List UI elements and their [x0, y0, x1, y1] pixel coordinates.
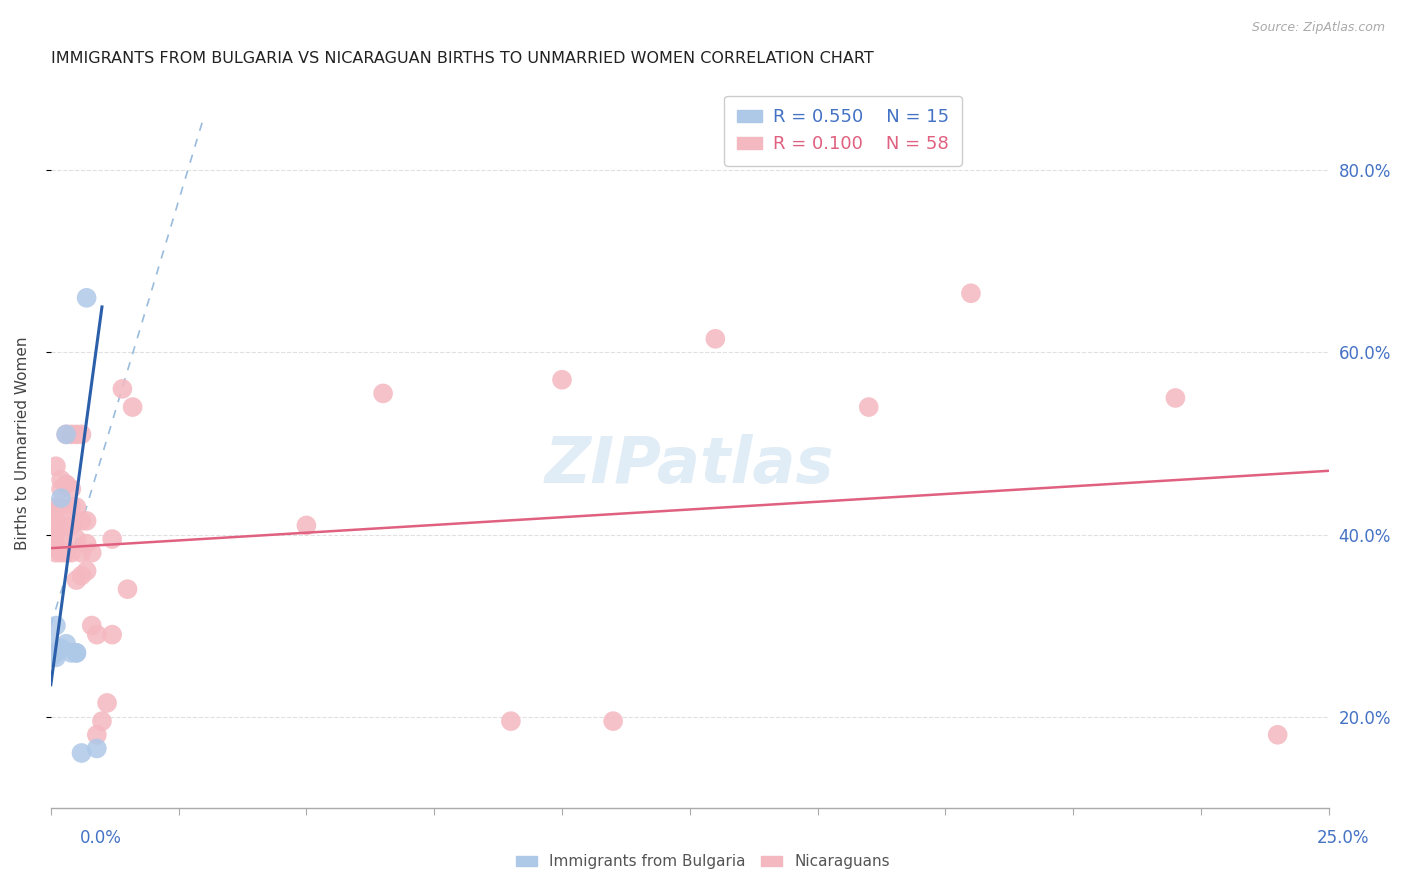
Point: [704, 332, 727, 346]
Legend: R = 0.550    N = 15, R = 0.100    N = 58: R = 0.550 N = 15, R = 0.100 N = 58: [724, 95, 962, 166]
Point: [60, 482, 83, 496]
Point: [86, 741, 108, 756]
Point: [49, 641, 72, 656]
Point: [39, 650, 62, 665]
Point: [49, 500, 72, 515]
Point: [65, 532, 87, 546]
Point: [39, 536, 62, 550]
Point: [76, 514, 98, 528]
Point: [70, 746, 93, 760]
Point: [76, 536, 98, 550]
Text: 0.0%: 0.0%: [80, 829, 122, 847]
Text: Source: ZipAtlas.com: Source: ZipAtlas.com: [1251, 21, 1385, 34]
Point: [45, 536, 67, 550]
Point: [91, 714, 114, 728]
Point: [45, 514, 67, 528]
Point: [70, 427, 93, 442]
Point: [65, 646, 87, 660]
Point: [39, 637, 62, 651]
Point: [80, 546, 103, 560]
Point: [45, 650, 67, 665]
Point: [65, 500, 87, 515]
Point: [70, 546, 93, 560]
Point: [49, 546, 72, 560]
Point: [45, 500, 67, 515]
Legend: Immigrants from Bulgaria, Nicaraguans: Immigrants from Bulgaria, Nicaraguans: [509, 848, 897, 875]
Point: [602, 714, 624, 728]
Point: [49, 491, 72, 505]
Text: 25.0%: 25.0%: [1316, 829, 1369, 847]
Point: [49, 473, 72, 487]
Point: [65, 573, 87, 587]
Point: [45, 527, 67, 541]
Point: [101, 627, 124, 641]
Text: ZIPatlas: ZIPatlas: [546, 434, 835, 496]
Point: [80, 618, 103, 632]
Text: IMMIGRANTS FROM BULGARIA VS NICARAGUAN BIRTHS TO UNMARRIED WOMEN CORRELATION CHA: IMMIGRANTS FROM BULGARIA VS NICARAGUAN B…: [51, 51, 873, 66]
Point: [60, 546, 83, 560]
Point: [39, 514, 62, 528]
Point: [55, 427, 77, 442]
Point: [39, 505, 62, 519]
Point: [858, 400, 880, 414]
Point: [76, 564, 98, 578]
Point: [86, 728, 108, 742]
Point: [101, 532, 124, 546]
Point: [55, 637, 77, 651]
Point: [1267, 728, 1289, 742]
Point: [45, 546, 67, 560]
Point: [60, 646, 83, 660]
Point: [49, 482, 72, 496]
Point: [1164, 391, 1187, 405]
Point: [55, 546, 77, 560]
Point: [55, 427, 77, 442]
Point: [96, 696, 118, 710]
Point: [39, 527, 62, 541]
Point: [45, 618, 67, 632]
Point: [86, 627, 108, 641]
Point: [76, 291, 98, 305]
Point: [55, 477, 77, 491]
Point: [45, 541, 67, 556]
Y-axis label: Births to Unmarried Women: Births to Unmarried Women: [15, 337, 30, 550]
Point: [111, 382, 134, 396]
Point: [45, 646, 67, 660]
Point: [60, 427, 83, 442]
Point: [551, 373, 574, 387]
Point: [121, 400, 143, 414]
Point: [70, 568, 93, 582]
Point: [371, 386, 394, 401]
Point: [65, 427, 87, 442]
Point: [65, 646, 87, 660]
Point: [70, 514, 93, 528]
Point: [117, 582, 139, 596]
Point: [60, 518, 83, 533]
Point: [499, 714, 522, 728]
Point: [49, 532, 72, 546]
Point: [55, 518, 77, 533]
Point: [60, 500, 83, 515]
Point: [960, 286, 983, 301]
Point: [55, 477, 77, 491]
Point: [45, 459, 67, 474]
Point: [295, 518, 318, 533]
